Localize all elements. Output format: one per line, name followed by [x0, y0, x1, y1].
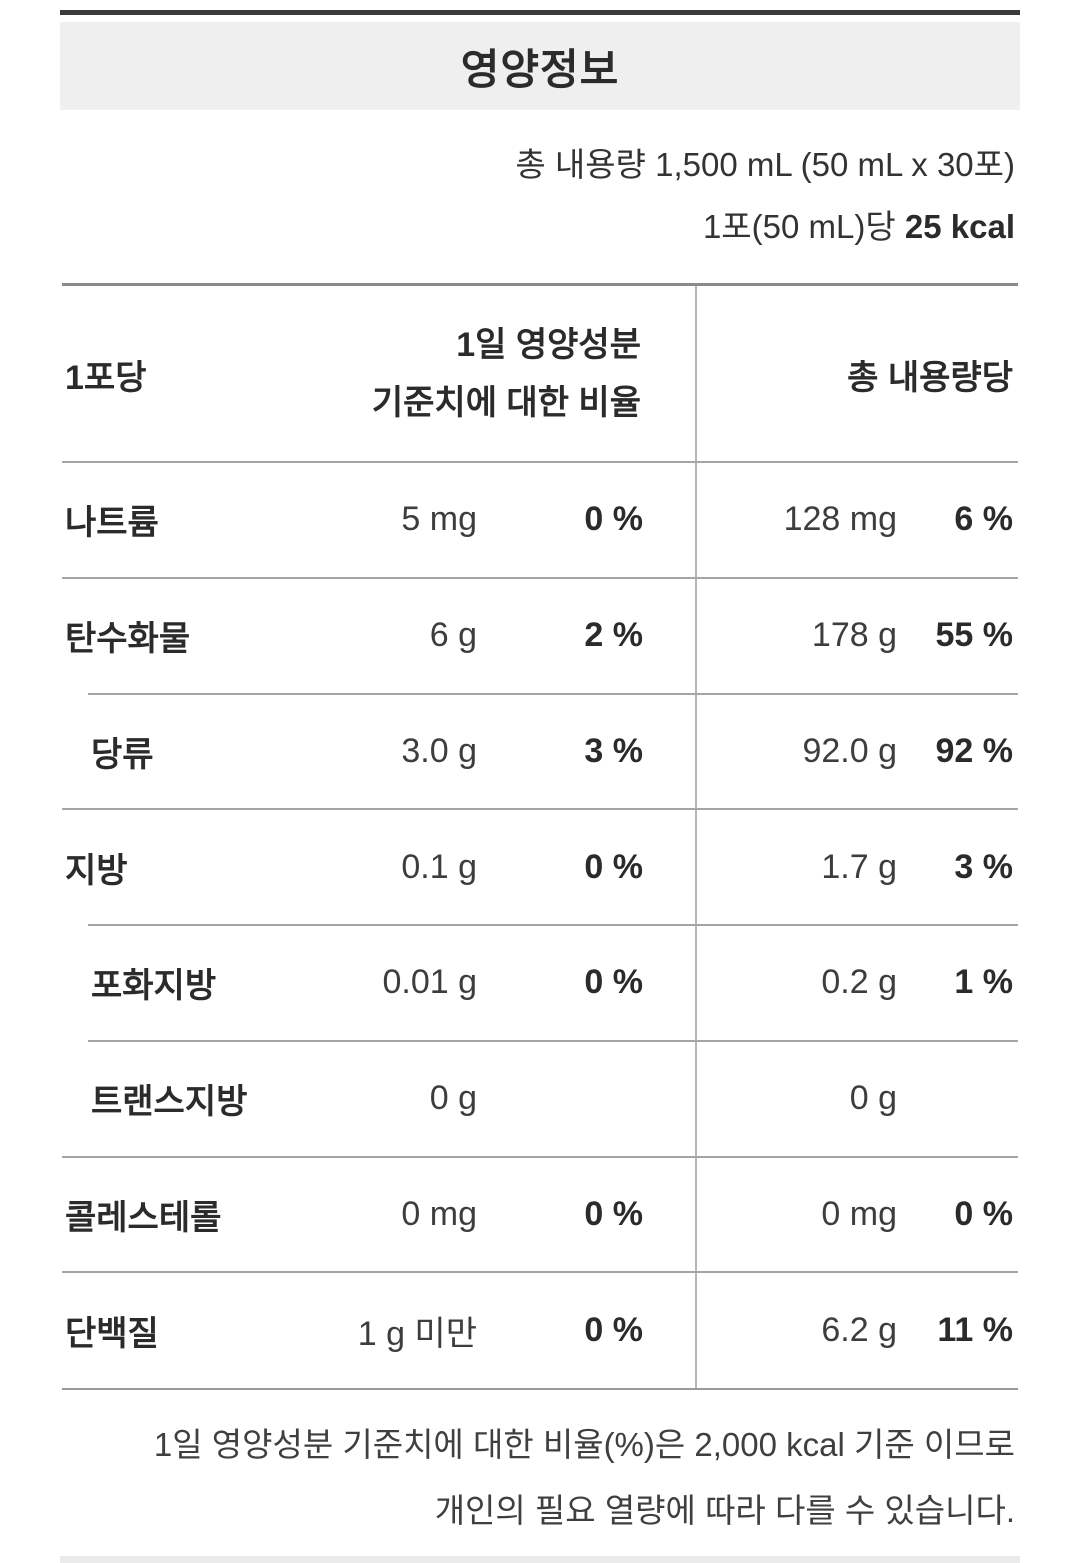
row-label: 나트륨: [65, 504, 159, 543]
top-border-line: [60, 10, 1020, 15]
row-separator: [62, 1155, 1018, 1158]
table-body: 나트륨 5 mg 0 % 128 mg 6 % 탄수화물 6 g 2 % 178…: [62, 461, 1018, 1388]
row-separator: [88, 924, 1018, 926]
per-serving-percent: 0 %: [584, 847, 643, 886]
total-amount: 0 mg: [821, 1194, 897, 1233]
col-header-daily-value-line2: 기준치에 대한 비율: [371, 384, 641, 422]
row-separator: [62, 461, 1018, 463]
table-row: 나트륨 5 mg 0 % 128 mg 6 %: [62, 461, 1018, 578]
footnote-line2: 개인의 필요 열량에 따라 다를 수 있습니다.: [434, 1492, 1015, 1529]
total-amount: 128 mg: [783, 500, 897, 539]
table-row: 단백질 1 g 미만 0 % 6.2 g 11 %: [62, 1271, 1018, 1388]
serving-info: 총 내용량 1,500 mL (50 mL x 30포) 1포(50 mL)당 …: [515, 134, 1015, 258]
row-separator: [62, 1271, 1018, 1274]
total-amount: 1.7 g: [821, 847, 897, 886]
per-serving-kcal: 25 kcal: [904, 208, 1015, 245]
footnote-line1: 1일 영양성분 기준치에 대한 비율(%)은 2,000 kcal 기준 이므로: [153, 1426, 1015, 1463]
total-amount: 92.0 g: [802, 731, 897, 770]
table-row: 당류 3.0 g 3 % 92.0 g 92 %: [62, 692, 1018, 810]
per-serving-percent: 2 %: [584, 616, 643, 655]
per-serving-percent: 0 %: [584, 1310, 643, 1349]
per-serving-amount: 6 g: [429, 616, 477, 655]
row-label: 탄수화물: [65, 620, 191, 659]
col-header-daily-value: 1일 영양성분 기준치에 대한 비율: [275, 316, 641, 432]
table-row: 지방 0.1 g 0 % 1.7 g 3 %: [62, 808, 1018, 925]
total-amount: 178 g: [811, 616, 897, 655]
col-header-total: 총 내용량당: [847, 358, 1013, 397]
total-amount: 6.2 g: [821, 1310, 897, 1349]
total-percent: 92 %: [935, 731, 1014, 770]
column-divider-line: [695, 286, 697, 1388]
total-amount: 0 g: [849, 1079, 897, 1118]
row-separator: [62, 808, 1018, 811]
row-label: 지방: [65, 851, 128, 890]
per-serving-percent: 0 %: [584, 963, 643, 1002]
nutrition-table: 1포당 1일 영양성분 기준치에 대한 비율 총 내용량당 나트륨 5 mg 0…: [62, 283, 1018, 1390]
col-header-daily-value-line1: 1일 영양성분: [456, 326, 641, 364]
table-row: 콜레스테롤 0 mg 0 % 0 mg 0 %: [62, 1155, 1018, 1273]
per-serving-percent: 0 %: [584, 500, 643, 539]
table-row: 트랜스지방 0 g 0 g: [62, 1039, 1018, 1157]
per-serving-amount: 5 mg: [401, 500, 477, 539]
next-section-edge: [60, 1556, 1020, 1563]
per-serving-amount: 3.0 g: [401, 731, 477, 770]
row-separator: [88, 1039, 1018, 1042]
row-label: 당류: [91, 735, 154, 774]
table-row: 포화지방 0.01 g 0 % 0.2 g 1 %: [62, 924, 1018, 1041]
total-percent: 55 %: [935, 616, 1014, 655]
page-title: 영양정보: [460, 45, 620, 93]
total-percent: 1 %: [954, 963, 1013, 1002]
row-separator: [62, 576, 1018, 579]
row-label: 트랜스지방: [91, 1083, 248, 1122]
per-serving-amount: 0.01 g: [382, 963, 477, 1002]
total-percent: 6 %: [954, 500, 1013, 539]
per-serving-line: 1포(50 mL)당 25 kcal: [515, 196, 1015, 258]
per-serving-percent: 0 %: [584, 1194, 643, 1233]
total-percent: 11 %: [937, 1310, 1013, 1349]
total-volume-text: 총 내용량 1,500 mL (50 mL x 30포): [515, 146, 1015, 183]
per-serving-amount: 0 mg: [401, 1194, 477, 1233]
row-label: 포화지방: [91, 967, 217, 1006]
per-serving-amount: 1 g 미만: [357, 1314, 477, 1353]
per-serving-prefix: 1포(50 mL)당: [702, 208, 905, 245]
total-percent: 0 %: [954, 1194, 1013, 1233]
total-amount: 0.2 g: [821, 963, 897, 1002]
daily-value-footnote: 1일 영양성분 기준치에 대한 비율(%)은 2,000 kcal 기준 이므로…: [154, 1412, 1015, 1544]
row-label: 단백질: [65, 1314, 159, 1353]
table-row: 탄수화물 6 g 2 % 178 g 55 %: [62, 576, 1018, 694]
row-label: 콜레스테롤: [65, 1198, 222, 1237]
col-header-per-serving: 1포당: [65, 358, 147, 397]
table-header-row: 1포당 1일 영양성분 기준치에 대한 비율 총 내용량당: [62, 286, 1018, 462]
total-percent: 3 %: [954, 847, 1013, 886]
per-serving-amount: 0.1 g: [401, 847, 477, 886]
row-separator: [88, 692, 1018, 695]
per-serving-percent: 3 %: [584, 731, 643, 770]
nutrition-title-box: 영양정보: [60, 22, 1020, 110]
per-serving-amount: 0 g: [429, 1079, 477, 1118]
